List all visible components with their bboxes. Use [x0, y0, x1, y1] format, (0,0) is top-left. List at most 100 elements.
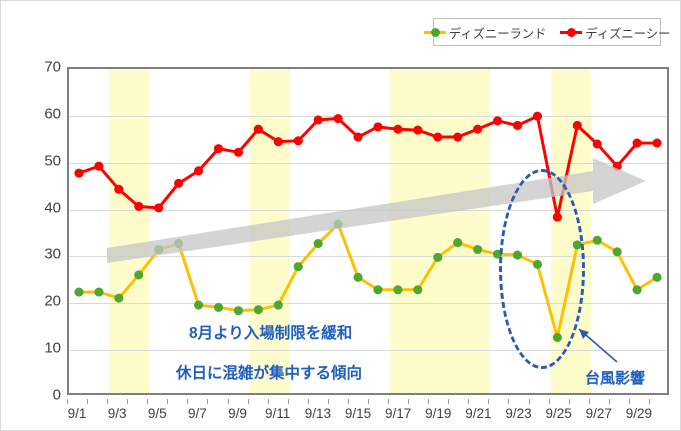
data-point-marker	[413, 125, 423, 135]
legend-label-disneysea: ディズニーシー	[585, 26, 671, 41]
x-tick	[67, 399, 68, 404]
x-tick	[287, 399, 289, 404]
x-tick	[127, 399, 129, 404]
data-point-marker	[193, 300, 204, 310]
data-point-marker	[94, 287, 104, 297]
y-tick-label: 40	[44, 199, 61, 217]
data-point-marker	[174, 178, 184, 188]
data-point-marker	[592, 235, 602, 245]
data-point-marker	[612, 247, 622, 257]
x-tick-label: 9/23	[505, 406, 532, 421]
x-tick-label: 9/25	[545, 406, 572, 421]
data-point-marker	[213, 144, 224, 154]
y-tick-label: 0	[52, 386, 61, 404]
data-point-marker	[373, 122, 383, 132]
line-marker-icon	[423, 27, 446, 37]
x-tick	[508, 399, 510, 404]
x-tick	[568, 399, 570, 404]
data-point-marker	[74, 168, 84, 178]
x-tick	[528, 399, 530, 404]
data-point-marker	[134, 270, 144, 280]
gridline	[69, 115, 667, 117]
data-point-marker	[114, 184, 124, 194]
x-tick-label: 9/1	[67, 406, 87, 421]
data-point-marker	[393, 124, 403, 134]
line-marker-icon	[560, 27, 583, 37]
data-point-marker	[154, 244, 164, 255]
data-point-marker	[313, 115, 323, 125]
data-point-marker	[532, 111, 543, 121]
chart-legend: ディズニーランド ディズニーシー	[423, 18, 670, 46]
data-point-marker	[313, 238, 323, 249]
x-tick	[267, 399, 269, 404]
y-tick-label: 50	[44, 152, 61, 170]
x-tick	[87, 399, 89, 404]
data-point-marker	[453, 132, 463, 142]
x-tick	[207, 399, 209, 404]
x-tick-label: 9/5	[147, 406, 167, 421]
y-tick-label: 20	[44, 292, 61, 310]
data-point-marker	[233, 306, 244, 316]
data-point-marker	[174, 238, 184, 249]
x-tick	[187, 399, 189, 404]
x-tick	[428, 399, 430, 404]
data-point-marker	[114, 293, 124, 303]
data-point-marker	[433, 132, 443, 142]
x-axis: 9/1 9/3 9/5 9/7 9/9 9/11 9/13 9/15 9/17 9/19 9/21 9…	[67, 399, 669, 423]
data-point-marker	[433, 252, 443, 262]
data-point-marker	[453, 238, 463, 248]
data-point-marker	[592, 139, 602, 149]
x-tick	[388, 399, 390, 404]
legend-item-disneyland: ディズニーランド	[423, 23, 547, 42]
x-tick	[408, 399, 410, 404]
x-tick-label: 9/11	[265, 406, 291, 421]
data-point-marker	[413, 285, 423, 295]
x-tick-label: 9/3	[107, 406, 127, 421]
x-tick	[608, 399, 610, 404]
annotation-entry-limit-eased: 8月より入場制限を緩和	[189, 325, 353, 342]
data-point-marker	[293, 262, 303, 272]
data-point-marker	[74, 287, 84, 297]
x-tick	[147, 399, 149, 404]
x-tick-label: 9/17	[384, 406, 412, 421]
data-point-marker	[353, 272, 363, 282]
data-point-marker	[253, 124, 263, 134]
y-tick-label: 30	[44, 245, 61, 263]
x-tick	[648, 399, 650, 404]
x-tick-label: 9/7	[188, 406, 207, 421]
x-tick	[628, 399, 630, 404]
data-point-marker	[154, 203, 164, 213]
annotation-holiday-crowding: 休日に混雑が集中する傾向	[176, 365, 363, 382]
legend-label-disneyland: ディズニーランド	[448, 26, 547, 41]
x-tick	[448, 399, 450, 404]
legend-item-disneysea: ディズニーシー	[560, 23, 670, 42]
x-tick	[368, 399, 369, 404]
data-point-marker	[572, 120, 582, 131]
typhoon-highlight-ellipse	[499, 169, 585, 369]
data-point-marker	[512, 120, 523, 131]
x-tick-label: 9/27	[585, 406, 612, 421]
data-point-marker	[273, 137, 283, 147]
data-point-marker	[473, 244, 483, 255]
x-tick-label: 9/9	[228, 406, 247, 421]
data-point-marker	[213, 302, 224, 312]
data-point-marker	[94, 161, 104, 171]
y-tick-label: 70	[44, 58, 61, 76]
data-point-marker	[652, 272, 662, 282]
annotation-typhoon-impact: 台風影響	[585, 370, 646, 387]
x-tick	[468, 399, 470, 404]
data-point-marker	[293, 136, 303, 146]
x-tick-label: 9/19	[425, 406, 452, 421]
gridline	[69, 303, 667, 305]
x-tick	[548, 399, 550, 404]
y-tick-label: 10	[44, 339, 61, 357]
data-point-marker	[652, 138, 662, 148]
x-tick	[167, 399, 169, 404]
x-tick-label: 9/29	[625, 406, 653, 421]
data-point-marker	[253, 305, 263, 315]
x-tick	[588, 399, 590, 404]
y-tick-label: 60	[44, 105, 61, 123]
x-tick	[227, 399, 229, 404]
data-point-marker	[233, 147, 244, 157]
x-tick	[488, 399, 490, 404]
